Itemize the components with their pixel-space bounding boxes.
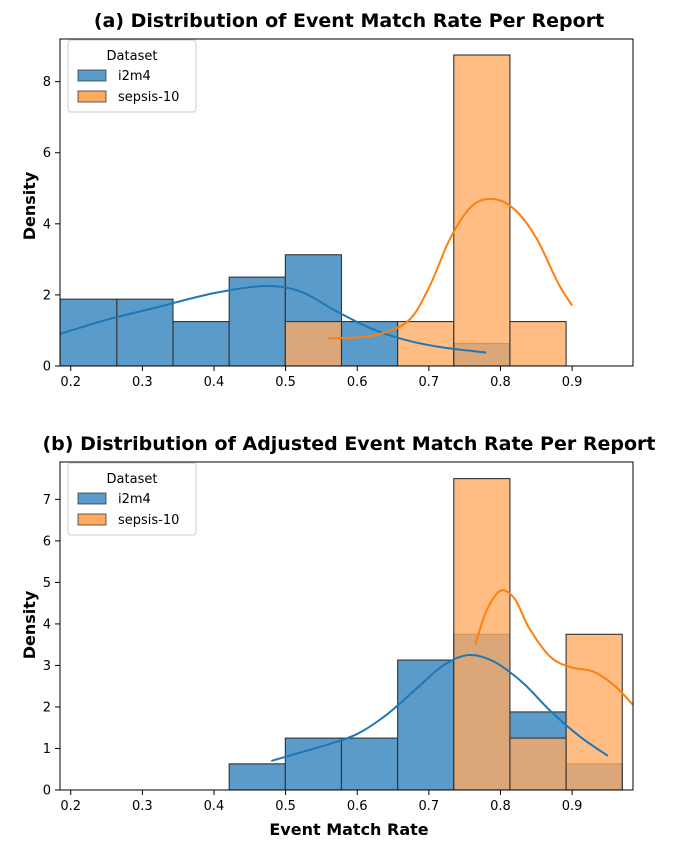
y-tick-label-4: 4 (43, 617, 51, 632)
plot-frame (59, 38, 634, 367)
bar-i2m4-1 (284, 737, 343, 790)
kde-curve-i2m4 (271, 653, 609, 762)
x-tick-label-0.6: 0.6 (347, 375, 368, 390)
chart-b-title: (b) Distribution of Adjusted Event Match… (43, 433, 656, 455)
bar-sepsis-10-8 (509, 321, 567, 366)
legend-title: Dataset (107, 49, 158, 64)
bar-sepsis-10-7 (453, 54, 511, 366)
x-tick-label-0.6: 0.6 (347, 799, 368, 814)
chart-b-y-axis-label: Density (20, 590, 39, 659)
x-tick-label-0.2: 0.2 (60, 799, 81, 814)
x-tick-label-0.5: 0.5 (275, 799, 296, 814)
legend-label-sepsis-10: sepsis-10 (118, 513, 179, 528)
legend-label-sepsis-10: sepsis-10 (118, 90, 179, 105)
y-tick-label-3: 3 (43, 659, 51, 674)
x-tick-label-0.5: 0.5 (275, 375, 296, 390)
chart-a-legend: Dataset i2m4 sepsis-10 (67, 39, 197, 113)
chart-a-y-axis-label: Density (20, 171, 39, 240)
chart-a-kde-curves (60, 197, 573, 354)
legend-swatch-sepsis-10 (77, 513, 107, 526)
y-tick-label-0: 0 (43, 784, 51, 799)
chart-b-x-axis-label: Event Match Rate (269, 820, 428, 839)
y-tick-label-2: 2 (43, 700, 51, 715)
legend-title: Dataset (107, 472, 158, 487)
kde-curve-sepsis-10 (474, 589, 633, 706)
bar-sepsis-10-4 (453, 478, 511, 790)
x-tick-label-0.8: 0.8 (490, 375, 511, 390)
bar-i2m4-2 (172, 321, 230, 366)
y-tick-label-6: 6 (43, 146, 51, 161)
chart-b-axes: 0.2 0.3 0.4 0.5 0.6 0.7 0.8 0.9 0 1 2 3 4 5 6 7 (43, 461, 634, 814)
legend-swatch-i2m4 (77, 69, 107, 82)
bar-sepsis-10-6 (565, 633, 623, 790)
kde-curve-sepsis-10 (328, 197, 573, 340)
panel-b: (b) Distribution of Adjusted Event Match… (20, 433, 655, 839)
chart-a-axes: 0.2 0.3 0.4 0.5 0.6 0.7 0.8 0.9 0 2 4 6 8 (43, 38, 634, 390)
bar-i2m4-0 (60, 298, 118, 366)
bar-sepsis-10-5 (509, 737, 567, 790)
chart-b-kde-curves (271, 589, 633, 762)
legend-label-i2m4: i2m4 (118, 492, 151, 507)
y-tick-label-5: 5 (43, 576, 51, 591)
x-tick-label-0.9: 0.9 (562, 799, 583, 814)
bar-i2m4-2 (340, 737, 399, 790)
legend-swatch-sepsis-10 (77, 90, 107, 103)
bar-sepsis-10-4 (284, 321, 343, 366)
plot-frame (59, 461, 634, 791)
y-tick-label-8: 8 (43, 75, 51, 90)
legend-label-i2m4: i2m4 (118, 69, 151, 84)
panel-a: (a) Distribution of Event Match Rate Per… (20, 10, 634, 390)
x-tick-label-0.7: 0.7 (419, 799, 440, 814)
x-tick-label-0.9: 0.9 (562, 375, 583, 390)
x-tick-label-0.3: 0.3 (132, 375, 153, 390)
x-tick-label-0.7: 0.7 (419, 375, 440, 390)
chart-b-bars (228, 478, 623, 790)
y-tick-label-1: 1 (43, 742, 51, 757)
y-tick-label-2: 2 (43, 288, 51, 303)
bar-i2m4-3 (397, 659, 455, 790)
x-tick-label-0.3: 0.3 (132, 799, 153, 814)
x-tick-label-0.8: 0.8 (490, 799, 511, 814)
y-tick-label-0: 0 (43, 360, 51, 375)
y-tick-label-7: 7 (43, 493, 51, 508)
y-tick-label-4: 4 (43, 217, 51, 232)
x-tick-label-0.4: 0.4 (204, 375, 225, 390)
y-tick-label-6: 6 (43, 534, 51, 549)
legend-swatch-i2m4 (77, 492, 107, 505)
bar-i2m4-3 (228, 276, 286, 366)
bar-i2m4-0 (228, 763, 286, 790)
x-tick-label-0.2: 0.2 (60, 375, 81, 390)
kde-curve-i2m4 (60, 285, 487, 354)
chart-b-legend: Dataset i2m4 sepsis-10 (67, 462, 197, 536)
x-tick-label-0.4: 0.4 (204, 799, 225, 814)
chart-a-title: (a) Distribution of Event Match Rate Per… (94, 10, 604, 32)
bar-i2m4-5 (340, 321, 399, 366)
